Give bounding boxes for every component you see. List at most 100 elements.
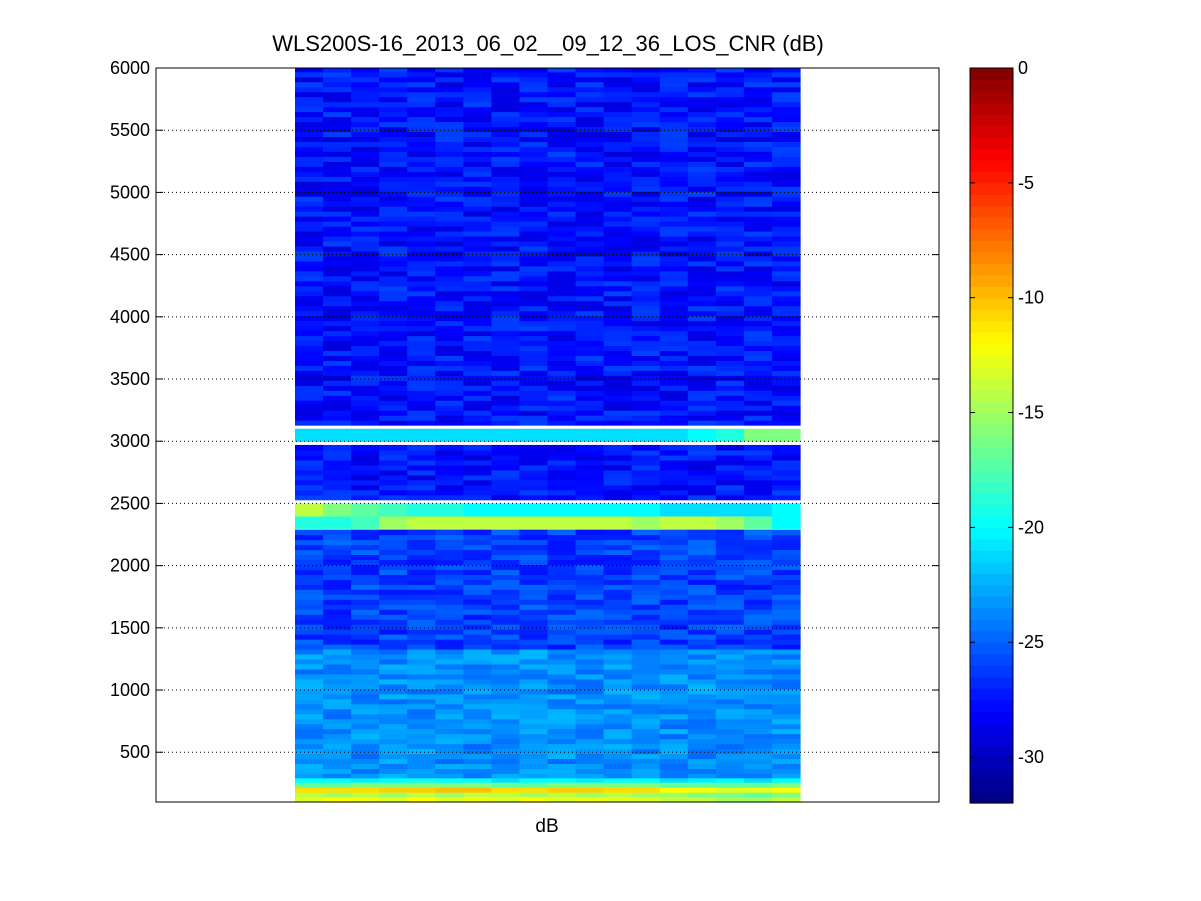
heatmap-cell	[519, 410, 549, 416]
heatmap-cell	[575, 599, 605, 605]
heatmap-cell	[435, 539, 464, 546]
heatmap-cell	[519, 315, 549, 322]
heatmap-cell	[687, 166, 717, 172]
heatmap-cell	[631, 290, 661, 297]
heatmap-cell	[407, 340, 436, 347]
colorbar-segment	[970, 136, 1013, 149]
heatmap-cell	[687, 171, 717, 177]
heatmap-cell	[491, 126, 521, 133]
heatmap-cell	[687, 733, 717, 740]
heatmap-cell	[547, 768, 577, 774]
heatmap-cell	[743, 106, 773, 113]
heatmap-cell	[659, 305, 689, 312]
heatmap-cell	[743, 773, 773, 779]
heatmap-cell	[603, 76, 633, 83]
heatmap-cell	[323, 743, 352, 750]
heatmap-cell	[463, 624, 492, 630]
heatmap-band-cell	[659, 503, 689, 517]
heatmap-cell	[463, 265, 492, 272]
heatmap-cell	[743, 693, 773, 700]
heatmap-cell	[715, 554, 745, 561]
heatmap-cell	[603, 484, 633, 491]
heatmap-cell	[519, 206, 549, 212]
heatmap-cell	[575, 644, 605, 650]
heatmap-cell	[547, 226, 577, 232]
heatmap-cell	[547, 186, 577, 192]
heatmap-cell	[715, 494, 745, 501]
heatmap-cell	[435, 126, 464, 133]
heatmap-cell	[435, 226, 464, 232]
heatmap-cell	[715, 594, 745, 600]
heatmap-cell	[351, 335, 380, 342]
heatmap-cell	[547, 121, 577, 128]
heatmap-cell	[463, 559, 492, 565]
heatmap-cell	[407, 330, 436, 337]
heatmap-cell	[407, 584, 436, 590]
heatmap-cell	[743, 91, 773, 98]
heatmap-cell	[519, 106, 549, 113]
heatmap-cell	[771, 474, 801, 481]
heatmap-cell	[631, 479, 661, 486]
heatmap-cell	[491, 415, 521, 421]
heatmap-cell	[491, 464, 521, 471]
heatmap-cell	[715, 713, 745, 720]
heatmap-cell	[715, 91, 745, 98]
heatmap-cell	[771, 106, 801, 113]
heatmap-cell	[407, 400, 436, 406]
heatmap-cell	[743, 86, 773, 93]
heatmap-cell	[295, 260, 324, 267]
heatmap-cell	[295, 449, 324, 456]
heatmap-cell	[519, 226, 549, 232]
y-tick-label: 1000	[110, 680, 150, 700]
heatmap-cell	[771, 629, 801, 635]
heatmap-band-cell	[351, 796, 380, 803]
heatmap-cell	[547, 91, 577, 98]
heatmap-cell	[631, 415, 661, 421]
heatmap-cell	[631, 673, 661, 680]
heatmap-cell	[379, 275, 408, 282]
heatmap-band-cell	[519, 515, 549, 529]
heatmap-cell	[379, 539, 408, 546]
heatmap-cell	[771, 454, 801, 461]
heatmap-cell	[743, 235, 773, 242]
heatmap-cell	[743, 564, 773, 570]
heatmap-band-cell	[547, 428, 577, 442]
heatmap-cell	[295, 569, 324, 575]
heatmap-cell	[323, 340, 352, 347]
heatmap-cell	[295, 763, 324, 770]
heatmap-cell	[547, 71, 577, 78]
heatmap-cell	[379, 290, 408, 297]
heatmap-cell	[435, 206, 464, 212]
heatmap-cell	[295, 181, 324, 187]
heatmap-cell	[547, 624, 577, 630]
heatmap-cell	[547, 678, 577, 685]
heatmap-cell	[295, 415, 324, 421]
heatmap-cell	[575, 405, 605, 411]
heatmap-cell	[743, 474, 773, 481]
heatmap-cell	[547, 718, 577, 725]
heatmap-cell	[491, 559, 521, 565]
heatmap-cell	[687, 385, 717, 391]
heatmap-cell	[603, 245, 633, 252]
heatmap-cell	[687, 683, 717, 690]
heatmap-cell	[575, 126, 605, 133]
heatmap-cell	[631, 539, 661, 546]
heatmap-cell	[547, 295, 577, 302]
heatmap-cell	[659, 569, 689, 575]
heatmap-cell	[295, 186, 324, 192]
heatmap-cell	[575, 370, 605, 376]
heatmap-cell	[379, 698, 408, 705]
heatmap-cell	[295, 211, 324, 217]
heatmap-band-cell	[435, 787, 464, 793]
heatmap-cell	[491, 310, 521, 317]
heatmap-cell	[295, 693, 324, 700]
colorbar-segment	[970, 745, 1013, 758]
heatmap-cell	[351, 176, 380, 182]
heatmap-cell	[771, 589, 801, 595]
heatmap-cell	[351, 365, 380, 371]
heatmap-cell	[743, 738, 773, 745]
heatmap-cell	[491, 768, 521, 774]
colorbar-segment	[970, 561, 1013, 574]
heatmap-cell	[659, 579, 689, 585]
heatmap-cell	[435, 464, 464, 471]
